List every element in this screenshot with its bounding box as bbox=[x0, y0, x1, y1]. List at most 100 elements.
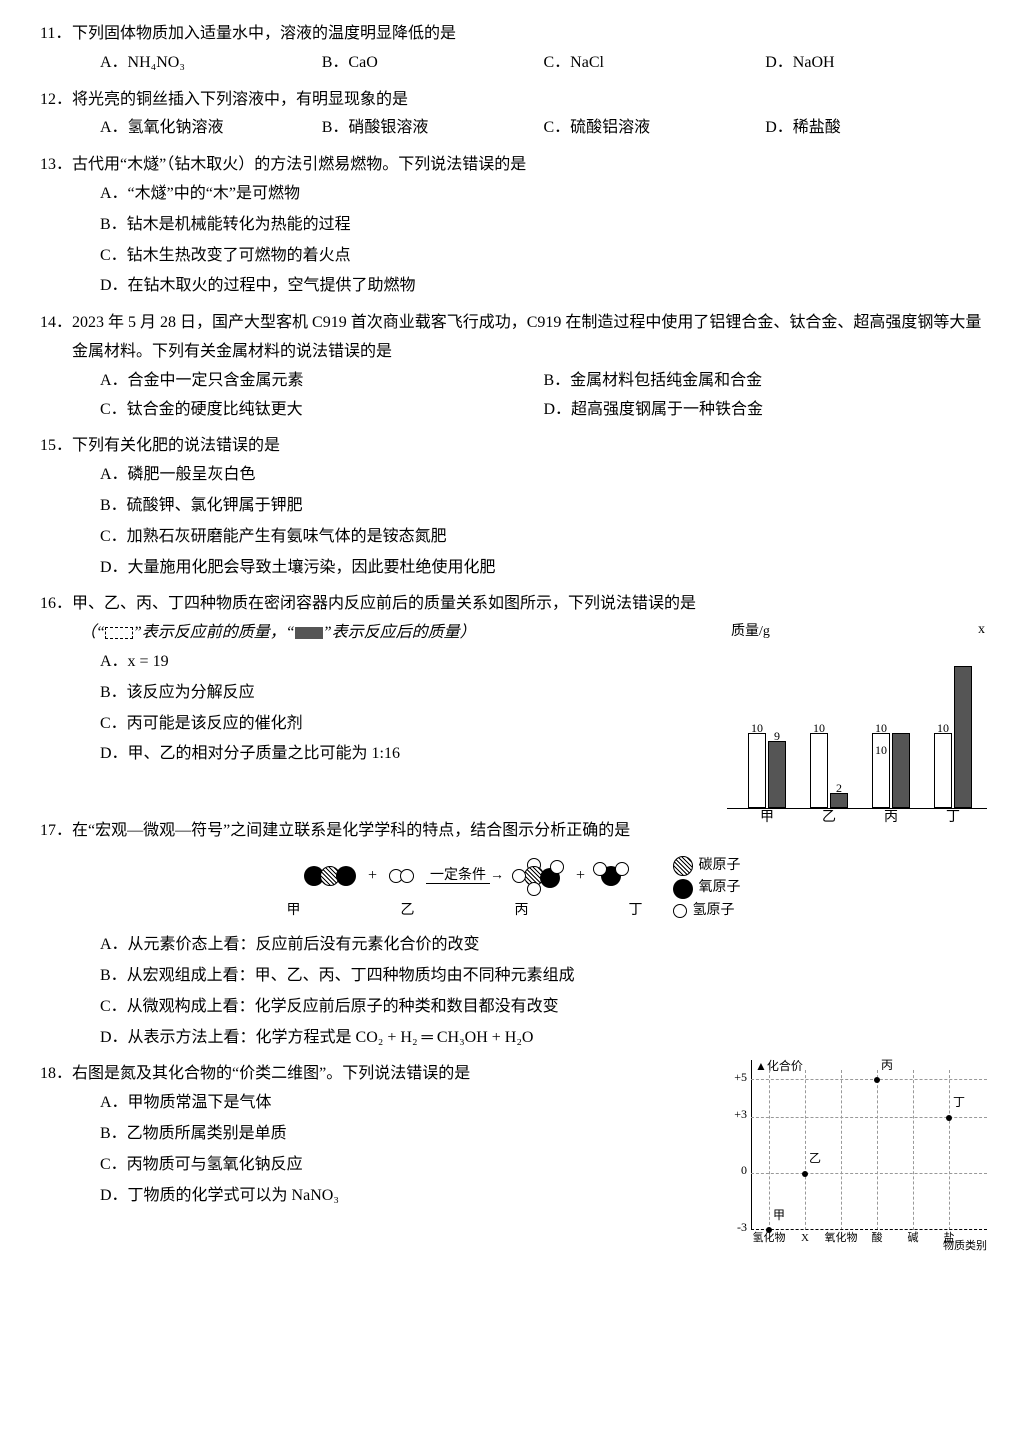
ytick-label: +5 bbox=[727, 1067, 747, 1089]
legend-oxygen: 氧原子 bbox=[699, 877, 741, 899]
q15-stem: 下列有关化肥的说法错误的是 bbox=[72, 432, 987, 461]
q15-num: 15． bbox=[40, 432, 72, 461]
question-13: 13． 古代用“木燧”（钻木取火）的方法引燃易燃物。下列说法错误的是 A．“木燧… bbox=[40, 151, 987, 301]
gridline-v bbox=[877, 1070, 878, 1230]
q13-opt-a: A．“木燧”中的“木”是可燃物 bbox=[100, 180, 987, 209]
oxygen-atom-icon bbox=[673, 879, 693, 899]
q16-legend-text: （“ ”表示反应前的质量，“ ”表示反应后的质量） bbox=[40, 619, 717, 648]
q13-opt-d: D．在钻木取火的过程中，空气提供了助燃物 bbox=[100, 272, 987, 301]
q18-opt-d: D．丁物质的化学式可以为 NaNO₃ bbox=[100, 1182, 697, 1211]
ytick-label: 0 bbox=[727, 1160, 747, 1182]
after-bar: 9 bbox=[768, 741, 786, 809]
q17-reaction-diagram: + 一定条件→ + bbox=[287, 846, 643, 898]
q15-opt-a: A．磷肥一般呈灰白色 bbox=[100, 461, 987, 490]
q18-stem: 右图是氮及其化合物的“价类二维图”。下列说法错误的是 bbox=[72, 1060, 697, 1089]
q16-stem: 甲、乙、丙、丁四种物质在密闭容器内反应前后的质量关系如图所示，下列说法错误的是 bbox=[72, 590, 987, 619]
xaxis-label: 物质类别 bbox=[937, 1237, 987, 1257]
data-point bbox=[766, 1227, 772, 1233]
ytick-label: +3 bbox=[727, 1104, 747, 1126]
gridline-v bbox=[913, 1070, 914, 1230]
y-axis bbox=[751, 1060, 752, 1230]
q16-ylabel: 质量/g bbox=[731, 619, 770, 644]
before-bar: 10 bbox=[748, 733, 766, 808]
q13-opt-c: C．钻木生热改变了可燃物的着火点 bbox=[100, 242, 987, 271]
category-label: 丙 bbox=[861, 805, 921, 830]
q12-stem: 将光亮的铜丝插入下列溶液中，有明显现象的是 bbox=[72, 86, 987, 115]
question-17: 17． 在“宏观—微观—符号”之间建立联系是化学学科的特点，结合图示分析正确的是… bbox=[40, 817, 987, 1052]
hydrogen-atom-icon bbox=[400, 869, 414, 883]
mol-jia bbox=[304, 866, 356, 886]
mol-ding bbox=[597, 862, 625, 890]
q18-opt-b: B．乙物质所属类别是单质 bbox=[100, 1120, 697, 1149]
reaction-arrow: 一定条件→ bbox=[426, 863, 504, 888]
hydrogen-atom-icon bbox=[550, 860, 564, 874]
question-18: 18． 右图是氮及其化合物的“价类二维图”。下列说法错误的是 A．甲物质常温下是… bbox=[40, 1060, 987, 1260]
before-legend-icon bbox=[105, 627, 133, 639]
before-bar-label: 10 bbox=[935, 718, 951, 740]
hydrogen-atom-icon bbox=[615, 862, 629, 876]
q16-opt-c: C．丙可能是该反应的催化剂 bbox=[100, 710, 717, 739]
question-14: 14． 2023 年 5 月 28 日，国产大型客机 C919 首次商业载客飞行… bbox=[40, 309, 987, 424]
q15-opt-b: B．硫酸钾、氯化钾属于钾肥 bbox=[100, 492, 987, 521]
bar-group-丙: 10 10 bbox=[861, 733, 921, 808]
q17-mol-labels: 甲 乙 丙 丁 bbox=[287, 898, 643, 931]
q11-num: 11． bbox=[40, 20, 72, 49]
legend-hydrogen: 氢原子 bbox=[693, 900, 735, 922]
q12-opt-c: C．硫酸铝溶液 bbox=[544, 114, 766, 143]
label-yi: 乙 bbox=[401, 898, 415, 923]
q18-opt-c: C．丙物质可与氢氧化钠反应 bbox=[100, 1151, 697, 1180]
q16-legend-mid1: ”表示反应前的质量，“ bbox=[133, 624, 295, 641]
q14-opt-d: D．超高强度钢属于一种铁合金 bbox=[544, 396, 988, 425]
q12-num: 12． bbox=[40, 86, 72, 115]
q16-opt-d: D．甲、乙的相对分子质量之比可能为 1:16 bbox=[100, 740, 717, 769]
q12-opt-a: A．氢氧化钠溶液 bbox=[100, 114, 322, 143]
ytick-label: -3 bbox=[727, 1217, 747, 1239]
hydrogen-atom-icon bbox=[593, 862, 607, 876]
q14-opt-b: B．金属材料包括纯金属和合金 bbox=[544, 367, 988, 396]
q16-xval: x bbox=[978, 617, 985, 642]
category-label: 乙 bbox=[799, 805, 859, 830]
q17-opt-a: A．从元素价态上看：反应前后没有元素化合价的改变 bbox=[100, 931, 987, 960]
bar-group-乙: 102 bbox=[799, 733, 859, 808]
after-bar bbox=[954, 666, 972, 809]
label-bing: 丙 bbox=[515, 898, 529, 923]
q17-opt-b: B．从宏观组成上看：甲、乙、丙、丁四种物质均由不同种元素组成 bbox=[100, 962, 987, 991]
after-bar bbox=[892, 733, 910, 808]
plus-icon: + bbox=[368, 862, 377, 891]
point-label: 丙 bbox=[881, 1055, 893, 1077]
q11-opt-c: C．NaCl bbox=[544, 49, 766, 78]
q14-opt-c: C．钛合金的硬度比纯钛更大 bbox=[100, 396, 544, 425]
category-label: 甲 bbox=[737, 805, 797, 830]
q13-num: 13． bbox=[40, 151, 72, 180]
q14-opt-a: A．合金中一定只含金属元素 bbox=[100, 367, 544, 396]
before-bar: 10 bbox=[810, 733, 828, 808]
after-bar-label: 9 bbox=[769, 726, 785, 748]
data-point bbox=[802, 1171, 808, 1177]
data-point bbox=[946, 1115, 952, 1121]
q12-opt-b: B．硝酸银溶液 bbox=[322, 114, 544, 143]
q16-legend-mid2: ”表示反应后的质量） bbox=[323, 624, 476, 641]
x-axis bbox=[751, 1229, 987, 1230]
point-label: 丁 bbox=[953, 1092, 965, 1114]
hydrogen-atom-icon bbox=[527, 882, 541, 896]
q16-opt-a: A．x = 19 bbox=[100, 648, 717, 677]
q15-opt-c: C．加熟石灰研磨能产生有氨味气体的是铵态氮肥 bbox=[100, 523, 987, 552]
before-bar-label: 10 10 bbox=[873, 718, 889, 761]
point-label: 甲 bbox=[773, 1205, 785, 1227]
after-bar-label: 2 bbox=[831, 778, 847, 800]
q16-legend-pre: （“ bbox=[80, 624, 105, 641]
question-11: 11． 下列固体物质加入适量水中，溶液的温度明显降低的是 A．NH₄NO₃ B．… bbox=[40, 20, 987, 78]
label-ding: 丁 bbox=[629, 898, 643, 923]
q18-ylabel: ▲化合价 bbox=[755, 1056, 803, 1078]
question-12: 12． 将光亮的铜丝插入下列溶液中，有明显现象的是 A．氢氧化钠溶液 B．硝酸银… bbox=[40, 86, 987, 144]
bar-group-甲: 109 bbox=[737, 733, 797, 808]
before-bar: 10 bbox=[934, 733, 952, 808]
bar-group-丁: 10 bbox=[923, 666, 983, 809]
gridline-v bbox=[841, 1070, 842, 1230]
q18-num: 18． bbox=[40, 1060, 72, 1089]
q11-opt-d: D．NaOH bbox=[765, 49, 987, 78]
carbon-atom-icon bbox=[673, 856, 693, 876]
mol-bing bbox=[516, 858, 552, 894]
gridline-v bbox=[949, 1070, 950, 1230]
xcat-label: 氧化物 bbox=[825, 1229, 858, 1249]
